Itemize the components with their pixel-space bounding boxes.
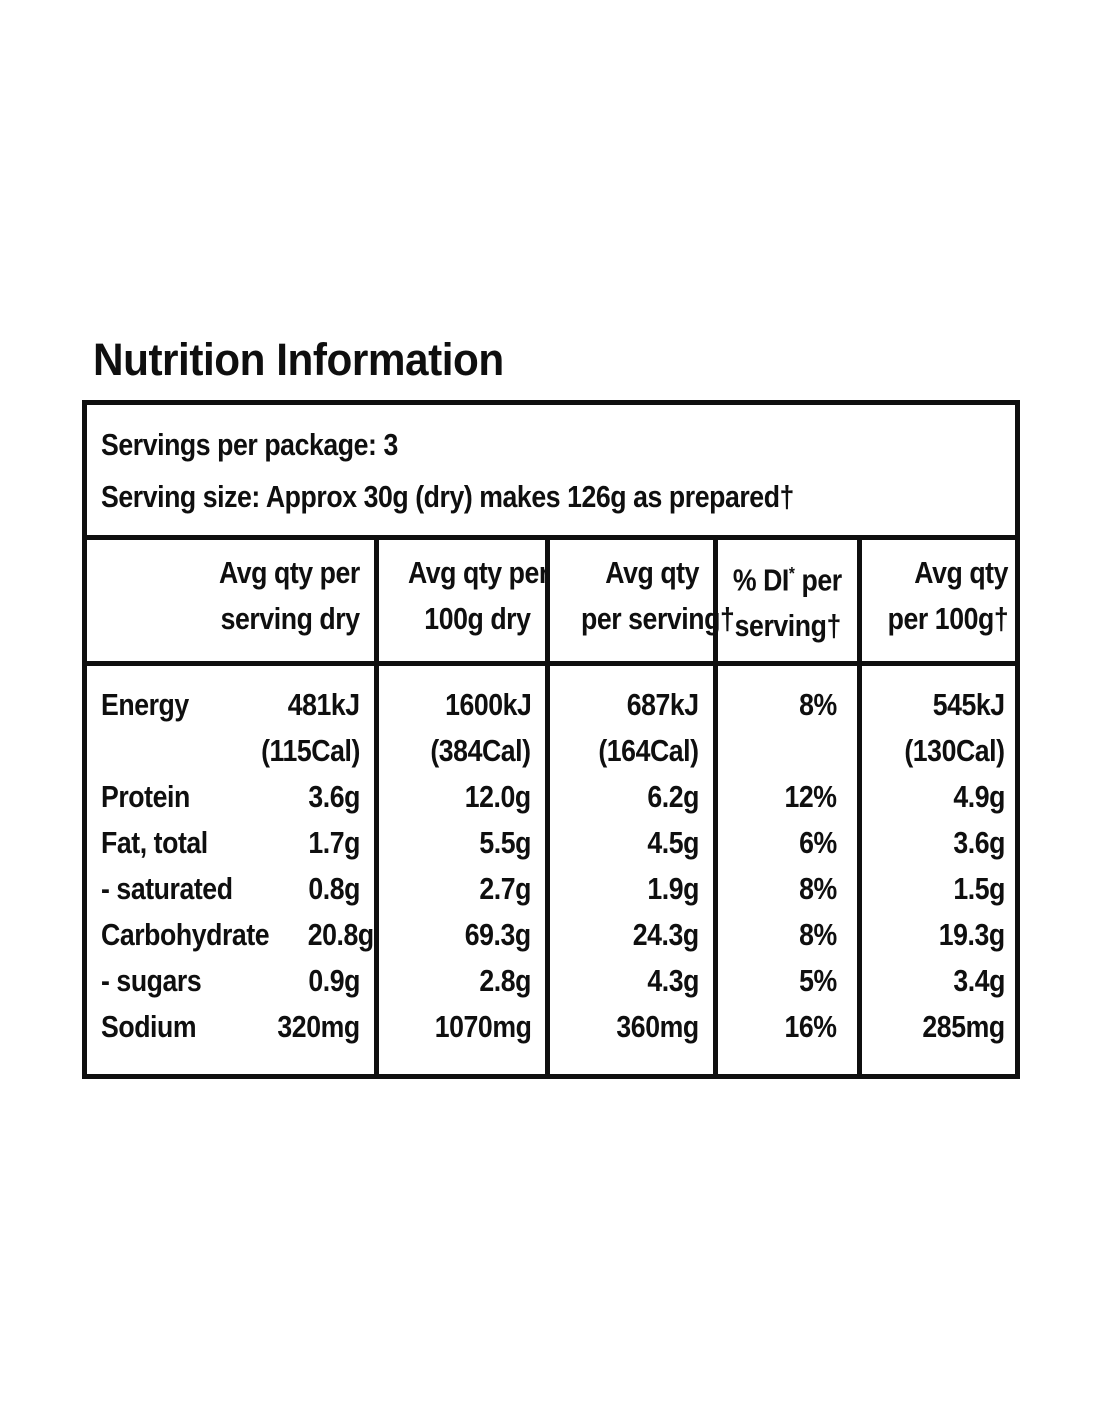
- value-di: 8%: [799, 871, 837, 907]
- row-protein: Protein 3.6g: [87, 774, 374, 820]
- value-per-serving: 24.3g: [632, 917, 699, 953]
- value-per-serving: (164Cal): [598, 733, 700, 769]
- value-per-serving: 4.5g: [647, 825, 699, 861]
- value-per-serving: 687kJ: [627, 687, 699, 723]
- value-per-100g: 3.6g: [953, 825, 1005, 861]
- value-per-100g: (130Cal): [904, 733, 1006, 769]
- daily-intake-asterisk: *: [789, 563, 795, 583]
- value-serving-dry: (115Cal): [261, 733, 360, 769]
- header-di-per-serving: % DI* per serving†: [713, 540, 857, 662]
- row-sodium: Sodium 320mg: [87, 1004, 374, 1050]
- value-per-serving: 360mg: [616, 1009, 700, 1045]
- value-di: 8%: [799, 687, 837, 723]
- value-100g-dry: 1600kJ: [444, 687, 532, 723]
- row-sugars: - sugars 0.9g: [87, 958, 374, 1004]
- value-per-100g: 1.5g: [953, 871, 1005, 907]
- nutrient-label: Protein: [101, 779, 190, 815]
- value-100g-dry: 2.7g: [479, 871, 531, 907]
- row-energy: Energy 481kJ: [87, 682, 374, 728]
- value-per-100g: 19.3g: [938, 917, 1005, 953]
- column-100g-dry: 1600kJ (384Cal) 12.0g 5.5g 2.7g 69.3g 2.…: [374, 666, 545, 1075]
- value-per-serving: 1.9g: [647, 871, 699, 907]
- table-body: Energy 481kJ (115Cal) Protein 3.6g Fat, …: [87, 666, 1015, 1075]
- nutrient-label: Sodium: [101, 1009, 197, 1045]
- header-per-serving: Avg qty per serving†: [545, 540, 735, 662]
- table-header-row: Avg qty per serving dry Avg qty per 100g…: [87, 540, 1015, 667]
- servings-per-package: Servings per package: 3: [101, 427, 398, 462]
- page-title-text: Nutrition Information: [93, 334, 504, 385]
- value-serving-dry: 481kJ: [288, 687, 360, 723]
- value-di: 8%: [799, 917, 837, 953]
- column-nutrient-and-serving-dry: Energy 481kJ (115Cal) Protein 3.6g Fat, …: [87, 666, 374, 1074]
- nutrient-label: - saturated: [101, 871, 233, 907]
- value-per-serving: 6.2g: [647, 779, 699, 815]
- value-serving-dry: 0.8g: [308, 871, 360, 907]
- column-per-100g: 545kJ (130Cal) 4.9g 3.6g 1.5g 19.3g 3.4g…: [857, 666, 1015, 1075]
- value-100g-dry: 2.8g: [479, 963, 531, 999]
- value-per-100g: 3.4g: [953, 963, 1005, 999]
- serving-info-box: Servings per package: 3 Serving size: Ap…: [87, 405, 1015, 540]
- nutrient-label: Fat, total: [101, 825, 208, 861]
- value-per-100g: 545kJ: [933, 687, 1005, 723]
- header-100g-dry: Avg qty per 100g dry: [374, 540, 549, 662]
- value-di: 6%: [799, 825, 837, 861]
- value-di: 16%: [784, 1009, 837, 1045]
- value-di: 12%: [784, 779, 837, 815]
- column-di-per-serving: 8% 12% 6% 8% 8% 5% 16%: [713, 666, 857, 1075]
- row-fat-total: Fat, total 1.7g: [87, 820, 374, 866]
- value-serving-dry: 1.7g: [308, 825, 360, 861]
- value-100g-dry: (384Cal): [430, 733, 532, 769]
- value-serving-dry: 20.8g: [307, 917, 374, 953]
- header-per-100g: Avg qty per 100g†: [857, 540, 1022, 662]
- serving-size: Serving size: Approx 30g (dry) makes 126…: [101, 479, 794, 514]
- nutrition-panel: Servings per package: 3 Serving size: Ap…: [82, 400, 1020, 1080]
- value-serving-dry: 320mg: [277, 1009, 361, 1045]
- value-per-100g: 4.9g: [953, 779, 1005, 815]
- nutrient-label: Carbohydrate: [101, 917, 270, 953]
- row-saturated: - saturated 0.8g: [87, 866, 374, 912]
- nutrient-label: Energy: [101, 687, 189, 723]
- column-per-serving: 687kJ (164Cal) 6.2g 4.5g 1.9g 24.3g 4.3g…: [545, 666, 713, 1075]
- value-serving-dry: 3.6g: [308, 779, 360, 815]
- value-100g-dry: 69.3g: [464, 917, 531, 953]
- value-per-serving: 4.3g: [647, 963, 699, 999]
- value-per-100g: 285mg: [922, 1009, 1006, 1045]
- value-serving-dry: 0.9g: [308, 963, 360, 999]
- value-di: 5%: [799, 963, 837, 999]
- value-100g-dry: 1070mg: [434, 1009, 531, 1045]
- value-100g-dry: 12.0g: [464, 779, 531, 815]
- row-carbohydrate: Carbohydrate 20.8g: [87, 912, 374, 958]
- row-energy-cal: (115Cal): [87, 728, 374, 774]
- nutrient-label: - sugars: [101, 963, 202, 999]
- page-title: Nutrition Information: [93, 334, 530, 386]
- value-100g-dry: 5.5g: [479, 825, 531, 861]
- header-serving-dry: Avg qty per serving dry: [219, 555, 360, 636]
